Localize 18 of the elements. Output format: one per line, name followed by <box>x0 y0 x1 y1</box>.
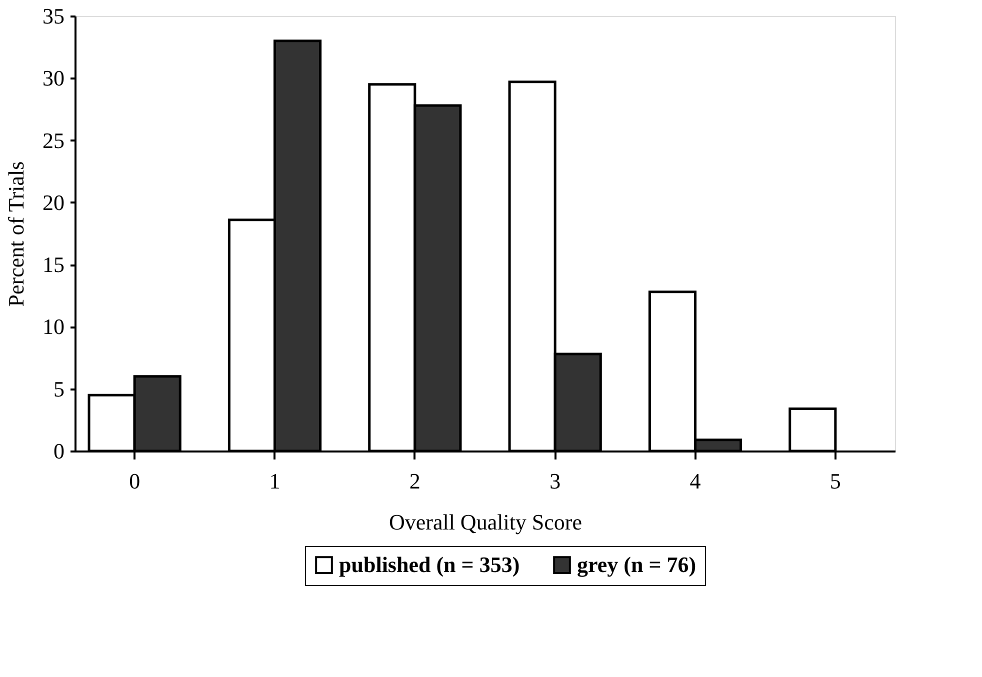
y-tick-label: 5 <box>54 376 64 402</box>
y-tick-label: 35 <box>42 4 64 28</box>
legend-label: grey (n = 76) <box>577 552 696 578</box>
y-tick-label: 0 <box>54 438 64 464</box>
y-tick-label: 25 <box>42 128 64 153</box>
x-tick-label: 1 <box>269 468 280 494</box>
y-axis-title: Percent of Trials <box>4 161 28 307</box>
y-tick-label: 10 <box>42 314 64 340</box>
x-axis-title: Overall Quality Score <box>388 510 582 534</box>
x-tick-label: 4 <box>690 468 701 494</box>
x-tick-label: 0 <box>129 468 140 494</box>
y-tick-label: 15 <box>42 252 64 278</box>
legend-label: published (n = 353) <box>339 552 520 578</box>
x-tick-label: 5 <box>830 468 841 494</box>
y-tick-label: 30 <box>42 66 64 91</box>
y-tick-label: 20 <box>42 190 64 215</box>
x-tick-label: 3 <box>550 468 561 494</box>
x-tick-label: 2 <box>409 468 420 494</box>
